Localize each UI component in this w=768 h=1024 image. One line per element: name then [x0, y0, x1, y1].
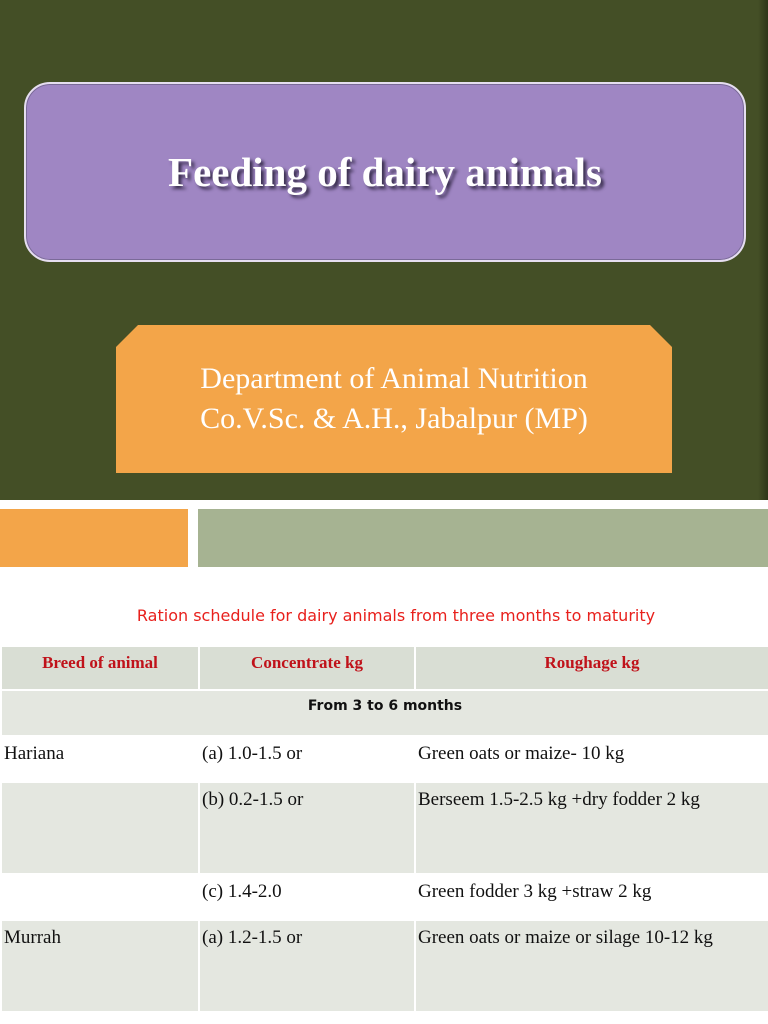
department-name: Department of Animal Nutrition — [200, 362, 588, 395]
slide-title: Feeding of dairy animals — [168, 149, 602, 195]
roughage-cell: Green oats or maize- 10 kg — [414, 735, 768, 783]
roughage-cell: Green oats or maize or silage 10-12 kg — [414, 919, 768, 1013]
title-box: Feeding of dairy animals — [24, 82, 746, 262]
concentrate-cell: (b) 0.2-1.5 or — [198, 781, 416, 875]
table-header-row: Breed of animal Concentrate kg Roughage … — [0, 645, 768, 691]
table-heading: Ration schedule for dairy animals from t… — [136, 606, 656, 625]
concentrate-cell: (a) 1.2-1.5 or — [198, 919, 416, 1013]
ration-table: Breed of animal Concentrate kg Roughage … — [0, 645, 768, 1013]
concentrate-cell: (c) 1.4-2.0 — [198, 873, 416, 921]
breed-cell — [0, 873, 200, 921]
roughage-cell: Green fodder 3 kg +straw 2 kg — [414, 873, 768, 921]
breed-cell — [0, 781, 200, 875]
column-header-breed: Breed of animal — [0, 645, 200, 691]
accent-bar-green — [198, 509, 768, 567]
age-band-label: From 3 to 6 months — [0, 689, 768, 737]
breed-cell: Murrah — [0, 919, 200, 1013]
accent-bar-orange — [0, 509, 188, 567]
college-name: Co.V.Sc. & A.H., Jabalpur (MP) — [200, 402, 588, 435]
roughage-cell: Berseem 1.5-2.5 kg +dry fodder 2 kg — [414, 781, 768, 875]
concentrate-cell: (a) 1.0-1.5 or — [198, 735, 416, 783]
title-slide: Feeding of dairy animals Department of A… — [0, 0, 768, 500]
table-row: (c) 1.4-2.0 Green fodder 3 kg +straw 2 k… — [0, 873, 768, 921]
breed-cell: Hariana — [0, 735, 200, 783]
column-header-concentrate: Concentrate kg — [198, 645, 416, 691]
age-band-row: From 3 to 6 months — [0, 689, 768, 737]
department-box: Department of Animal Nutrition Co.V.Sc. … — [116, 325, 672, 473]
table-row: Murrah (a) 1.2-1.5 or Green oats or maiz… — [0, 919, 768, 1013]
table-row: (b) 0.2-1.5 or Berseem 1.5-2.5 kg +dry f… — [0, 781, 768, 875]
slide-edge-shadow — [758, 0, 768, 500]
table-row: Hariana (a) 1.0-1.5 or Green oats or mai… — [0, 735, 768, 783]
column-header-roughage: Roughage kg — [414, 645, 768, 691]
